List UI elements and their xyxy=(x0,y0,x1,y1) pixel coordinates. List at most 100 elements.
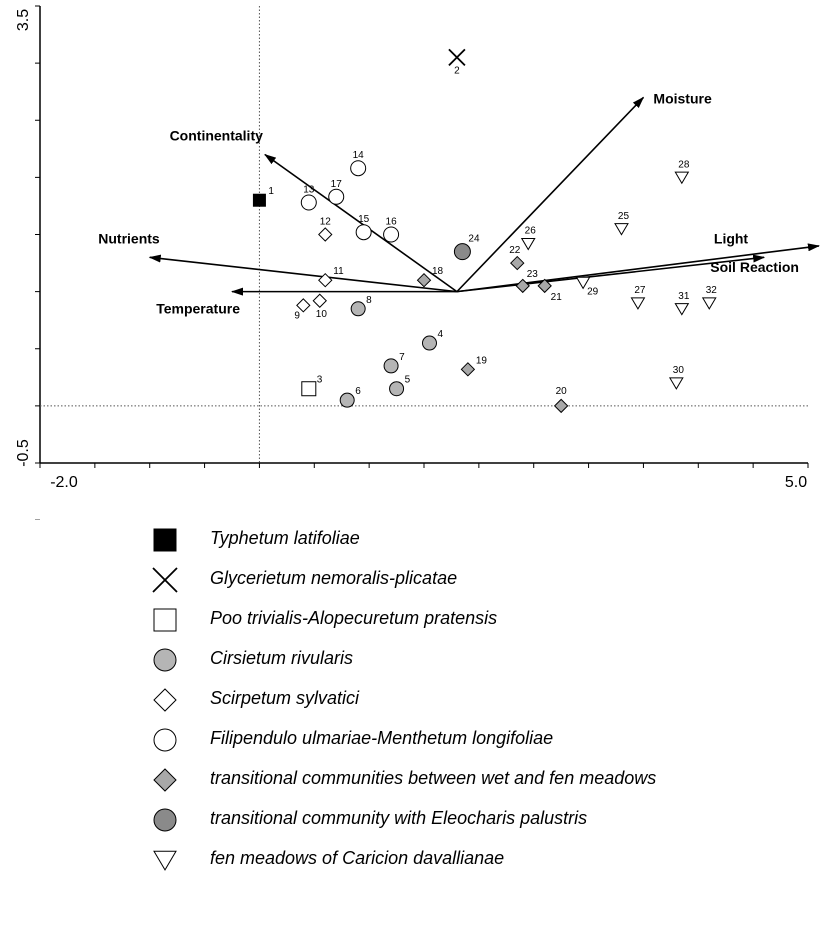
point-29 xyxy=(575,276,591,290)
vector-label-moisture: Moisture xyxy=(653,90,712,106)
point-24 xyxy=(453,243,471,261)
point-26 xyxy=(520,237,536,251)
point-label-10: 10 xyxy=(316,309,328,320)
point-18 xyxy=(416,272,432,288)
point-label-2: 2 xyxy=(454,65,460,76)
point-23 xyxy=(515,278,530,294)
point-label-7: 7 xyxy=(399,352,405,363)
point-label-29: 29 xyxy=(587,286,599,297)
point-17 xyxy=(328,188,345,205)
plot-frame xyxy=(35,5,809,520)
x-cross-stroke xyxy=(152,567,178,593)
legend-marker-gray-diamond xyxy=(153,768,177,792)
point-7 xyxy=(383,358,399,374)
point-label-13: 13 xyxy=(303,185,315,196)
point-1 xyxy=(252,193,266,207)
legend-marker xyxy=(153,768,177,792)
vector-label-soil-reaction: Soil Reaction xyxy=(710,259,799,275)
point-16 xyxy=(383,226,400,243)
point-label-14: 14 xyxy=(353,150,365,161)
legend-item: Poo trivialis-Alopecuretum pratensis xyxy=(140,600,830,640)
point-6 xyxy=(339,392,355,408)
point-20 xyxy=(553,398,569,414)
vector-label-continentality: Continentality xyxy=(170,128,264,144)
point-5 xyxy=(389,381,405,397)
point-label-16: 16 xyxy=(386,217,398,228)
legend-label: fen meadows of Caricion davallianae xyxy=(210,848,505,868)
legend-label: Cirsietum rivularis xyxy=(210,648,354,668)
point-21 xyxy=(537,278,552,294)
legend-item: fen meadows of Caricion davallianae xyxy=(140,840,830,880)
point-label-26: 26 xyxy=(525,226,537,237)
point-label-25: 25 xyxy=(618,211,630,222)
legend-marker-gray-circle xyxy=(153,648,177,672)
point-label-20: 20 xyxy=(556,386,568,397)
legend-marker-x-cross xyxy=(152,567,178,593)
point-label-1: 1 xyxy=(268,186,274,197)
axis-ticks: 3.5 -0.5 -2.0 5.0 xyxy=(15,9,807,491)
point-label-17: 17 xyxy=(331,179,343,190)
ordination-chart: Moisture Continentality Nutrients Temperatu… xyxy=(15,5,820,520)
vector-soil-reaction xyxy=(456,243,820,293)
point-8 xyxy=(350,301,366,317)
legend: Typhetum latifoliae Glycerietum nemoralis… xyxy=(140,520,830,880)
legend-item: Typhetum latifoliae xyxy=(140,520,830,560)
legend-marker-dark-circle xyxy=(153,808,177,832)
point-label-11: 11 xyxy=(333,266,344,277)
point-12 xyxy=(318,227,333,242)
point-19 xyxy=(460,362,476,377)
legend-label: transitional community with Eleocharis p… xyxy=(210,808,588,828)
point-31 xyxy=(674,303,690,316)
point-label-4: 4 xyxy=(437,329,443,340)
point-label-27: 27 xyxy=(634,285,646,296)
point-label-31: 31 xyxy=(678,291,690,302)
point-15 xyxy=(355,224,372,241)
point-label-19: 19 xyxy=(476,355,488,366)
point-label-32: 32 xyxy=(706,285,718,296)
legend-marker-open-diamond xyxy=(153,688,177,712)
x-tick-label-right: 5.0 xyxy=(785,474,807,491)
point-32 xyxy=(701,297,717,310)
legend-marker-open-square xyxy=(153,608,177,632)
point-label-3: 3 xyxy=(317,375,323,386)
point-label-8: 8 xyxy=(366,295,372,306)
point-9 xyxy=(296,298,311,313)
point-label-21: 21 xyxy=(551,292,563,303)
legend-item: Glycerietum nemoralis-plicatae xyxy=(140,560,830,600)
legend-item: transitional communities between wet and… xyxy=(140,760,830,800)
legend-marker xyxy=(153,608,177,632)
legend-item: Cirsietum rivularis xyxy=(140,640,830,680)
point-label-12: 12 xyxy=(320,217,332,228)
point-13 xyxy=(300,194,317,211)
vector-nutrients xyxy=(148,254,458,293)
point-label-9: 9 xyxy=(294,310,300,321)
point-3 xyxy=(301,381,317,397)
point-label-23: 23 xyxy=(527,269,539,280)
environmental-vectors: Moisture Continentality Nutrients Temperatu… xyxy=(98,90,820,317)
point-label-5: 5 xyxy=(405,375,411,386)
legend-label: Poo trivialis-Alopecuretum pratensis xyxy=(210,608,498,628)
vector-moisture xyxy=(456,96,645,293)
point-10 xyxy=(312,293,327,308)
point-30 xyxy=(668,377,684,390)
point-28 xyxy=(674,171,690,185)
legend-label: Scirpetum sylvatici xyxy=(210,688,360,708)
legend-label: transitional communities between wet and… xyxy=(210,768,657,788)
y-tick-label-bottom: -0.5 xyxy=(15,439,32,467)
legend-marker-open-triangle-down xyxy=(153,850,177,871)
legend-label: Glycerietum nemoralis-plicatae xyxy=(210,568,458,588)
point-4 xyxy=(421,335,437,351)
legend-label: Typhetum latifoliae xyxy=(210,528,360,548)
legend-marker xyxy=(153,688,177,712)
point-27 xyxy=(630,297,646,310)
point-25 xyxy=(614,223,629,236)
point-14 xyxy=(350,160,367,177)
point-22 xyxy=(510,255,525,271)
point-label-15: 15 xyxy=(358,214,370,225)
x-tick-label-left: -2.0 xyxy=(50,474,78,491)
legend-marker-filled-square xyxy=(153,528,177,552)
vector-continentality xyxy=(264,153,458,293)
legend-marker xyxy=(153,808,177,832)
point-label-28: 28 xyxy=(678,159,690,170)
